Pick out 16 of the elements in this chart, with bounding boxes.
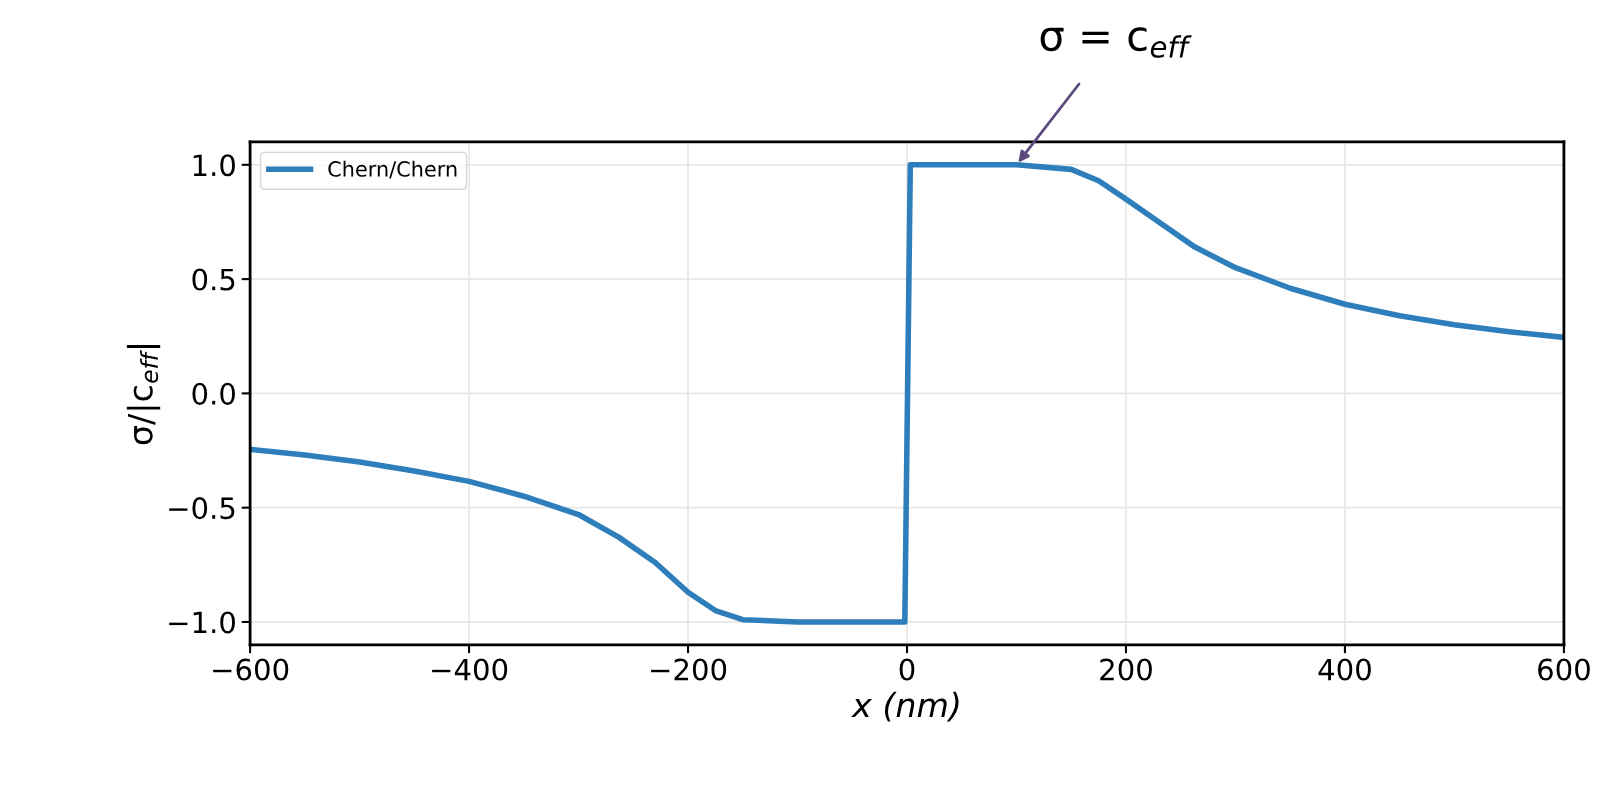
y-axis-title: σ/|c$_{eff}$|	[126, 345, 161, 445]
y-tick-label: 0.0	[192, 382, 235, 405]
y-tick-label: 1.0	[193, 154, 235, 177]
legend-label: Chern/Chern	[328, 160, 457, 179]
x-tick-label: −600	[213, 658, 289, 681]
x-tick-label: −200	[651, 658, 727, 681]
annotation: σ = c$_{eff}$	[1040, 27, 1192, 58]
x-tick-label: 0	[899, 658, 915, 681]
x-tick-label: 400	[1318, 658, 1371, 681]
x-tick-label: −400	[432, 658, 508, 681]
y-tick-label: 0.5	[192, 268, 235, 291]
x-tick-label: 600	[1538, 658, 1590, 681]
x-tick-label: 200	[1100, 658, 1152, 681]
y-tick-label: −1.0	[169, 611, 235, 634]
y-tick-label: −0.5	[169, 497, 235, 520]
x-axis-title: x (nm)	[851, 691, 959, 722]
